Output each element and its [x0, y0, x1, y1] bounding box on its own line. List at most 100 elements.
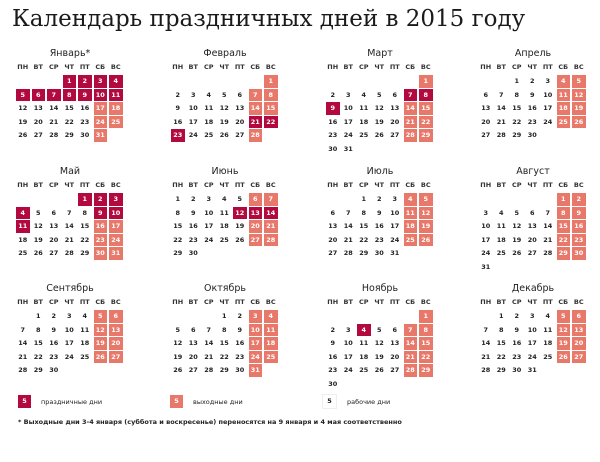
day-workday: 31 [343, 144, 353, 153]
weekday-header: ПН [17, 298, 29, 306]
day-workday: 30 [80, 131, 90, 139]
day-workday: 20 [235, 117, 245, 126]
weekday-header: СР [48, 298, 59, 306]
day-workday: 20 [33, 117, 43, 126]
day-workday: 9 [51, 325, 57, 334]
day-holiday: 5 [16, 88, 30, 101]
weekday-header: ЧТ [64, 298, 75, 306]
day-workday: 12 [219, 104, 229, 112]
day-workday: 26 [512, 249, 522, 257]
day-workday: 22 [64, 117, 74, 126]
day-workday: 25 [543, 352, 553, 361]
month-4: Апрель ПН ВТ СР ЧТ ПТ СБ ВС 1 2 3 4 5 6 7 8 9 10 11 12 13 14 1… [478, 47, 588, 142]
day-workday: 22 [80, 235, 90, 244]
day-weekend: 27 [248, 233, 262, 246]
weekday-header: СБ [250, 63, 261, 71]
day-workday: 14 [64, 222, 74, 230]
day-workday: 3 [392, 195, 398, 203]
day-workday: 26 [173, 366, 183, 374]
month-12: Декабрь ПН ВТ СР ЧТ ПТ СБ ВС 1 2 3 4 5 6 7 8 9 10 11 12 13 14… [478, 282, 588, 377]
day-weekend: 21 [403, 115, 417, 128]
day-weekend: 29 [419, 129, 433, 142]
day-workday: 15 [64, 104, 74, 112]
day-holiday: 11 [16, 220, 30, 233]
day-weekend: 19 [556, 337, 570, 350]
weekday-header: ПН [480, 298, 492, 306]
weekday-header: ПТ [234, 63, 245, 71]
day-workday: 29 [64, 131, 74, 139]
day-workday: 11 [359, 104, 369, 112]
day-weekend: 22 [419, 115, 433, 128]
day-workday: 9 [330, 339, 336, 347]
weekday-header: ЧТ [219, 63, 230, 71]
month-7: Июль ПН ВТ СР ЧТ ПТ СБ ВС 1 2 3 4 5 6 7 8 9 10 11 12 13 14 15 1… [325, 165, 435, 260]
day-workday: 18 [359, 117, 369, 126]
day-holiday: 9 [78, 88, 92, 101]
day-workday: 18 [496, 235, 506, 244]
day-workday: 21 [49, 117, 59, 126]
day-workday: 17 [390, 222, 400, 230]
day-workday: 27 [481, 131, 491, 139]
empty-cell [341, 193, 357, 207]
day-weekend: 12 [419, 206, 433, 219]
day-holiday: 2 [93, 193, 107, 206]
day-workday: 12 [33, 222, 43, 230]
day-workday: 28 [481, 366, 491, 374]
weekday-header: ЧТ [64, 181, 75, 189]
month-name: Июль [366, 166, 394, 177]
weekday-header: ЧТ [527, 298, 538, 306]
day-workday: 29 [173, 249, 183, 257]
day-workday: 2 [529, 77, 535, 85]
day-workday: 3 [483, 208, 489, 217]
day-workday: 1 [35, 312, 41, 320]
day-workday: 6 [529, 208, 535, 217]
day-weekend: 14 [403, 102, 417, 115]
day-workday: 27 [188, 366, 198, 374]
empty-cell [387, 75, 403, 89]
day-workday: 13 [390, 339, 400, 347]
day-workday: 21 [64, 235, 74, 244]
day-weekend: 30 [572, 247, 586, 260]
day-workday: 2 [51, 312, 57, 320]
day-holiday: 12 [233, 206, 247, 219]
weekday-header: ВС [110, 181, 121, 189]
day-weekend: 19 [419, 220, 433, 233]
empty-cell [494, 75, 510, 89]
day-workday: 9 [514, 325, 520, 334]
day-workday: 16 [188, 222, 198, 230]
day-workday: 17 [343, 352, 353, 361]
day-holiday: 7 [47, 88, 61, 101]
day-workday: 30 [512, 366, 522, 374]
weekday-header: ПТ [542, 298, 553, 306]
day-workday: 21 [18, 352, 28, 361]
day-workday: 10 [543, 90, 553, 99]
day-workday: 4 [545, 312, 551, 320]
day-holiday: 11 [109, 88, 123, 101]
weekday-header: ВС [110, 298, 121, 306]
weekday-header: СБ [95, 181, 106, 189]
legend-workday-label: рабочие дни [347, 397, 391, 406]
weekday-header: ЧТ [374, 298, 385, 306]
day-holiday: 9 [326, 102, 340, 115]
empty-cell [170, 75, 186, 89]
day-workday: 23 [235, 352, 245, 361]
day-weekend: 12 [572, 88, 586, 101]
day-workday: 14 [481, 339, 491, 347]
day-workday: 24 [543, 117, 553, 126]
day-workday: 23 [188, 235, 198, 244]
day-workday: 14 [343, 222, 353, 230]
day-workday: 23 [328, 131, 338, 139]
day-workday: 21 [543, 235, 553, 244]
weekday-header: ПТ [542, 181, 553, 189]
day-workday: 6 [190, 325, 196, 334]
day-workday: 10 [204, 208, 214, 217]
day-workday: 25 [359, 366, 369, 374]
weekday-header: СР [358, 298, 369, 306]
day-workday: 21 [204, 352, 214, 361]
day-workday: 11 [543, 325, 553, 334]
empty-cell [356, 310, 372, 324]
empty-cell [509, 193, 525, 207]
legend-holiday: 5 праздничные дни [18, 394, 170, 409]
day-weekend: 25 [264, 350, 278, 363]
month-11: Ноябрь ПН ВТ СР ЧТ ПТ СБ ВС 1 2 3 4 5 6 7 8 9 10 11 12 13 14 1… [325, 282, 435, 391]
